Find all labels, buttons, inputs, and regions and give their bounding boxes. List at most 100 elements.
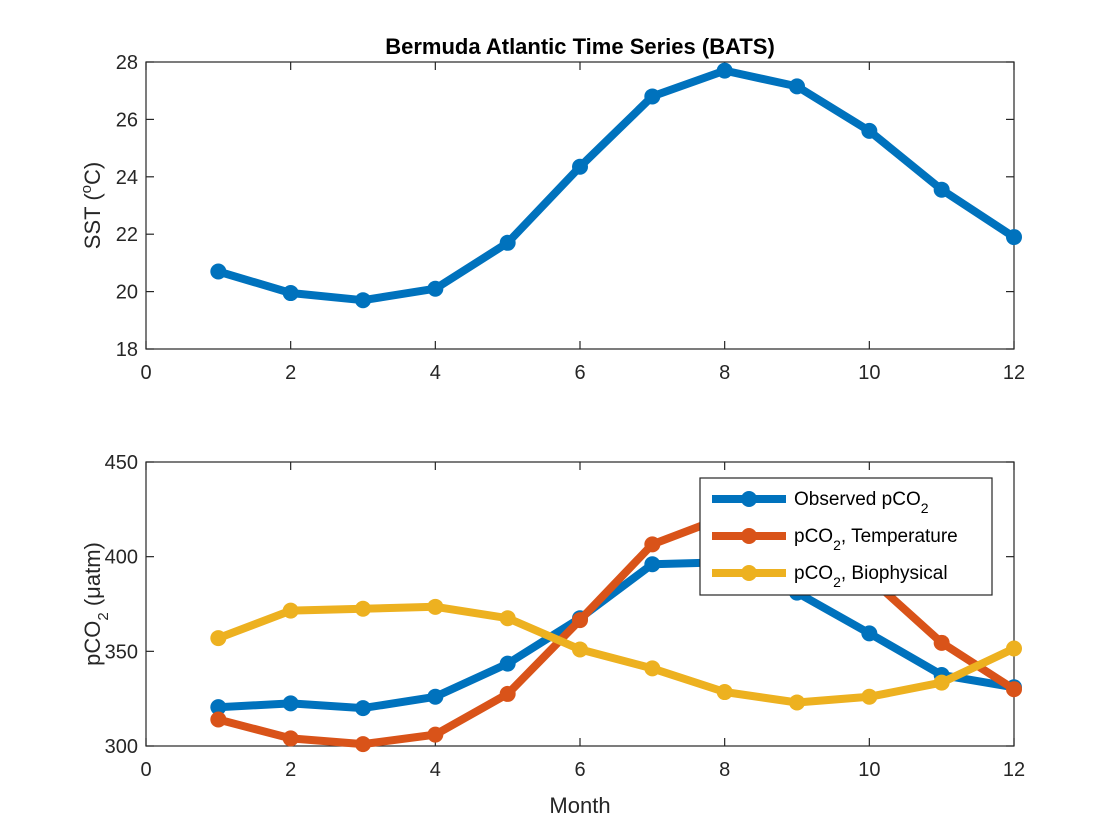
legend-swatch-marker	[741, 528, 757, 544]
y-axis-label: pCO2 (μatm)	[80, 542, 112, 666]
data-point	[499, 610, 516, 627]
y-tick-label: 400	[105, 547, 138, 569]
data-point	[716, 62, 733, 79]
data-point	[210, 630, 227, 647]
chart-title: Bermuda Atlantic Time Series (BATS)	[385, 34, 775, 59]
y-axis-label-tail: C)	[80, 162, 105, 185]
data-point	[861, 688, 878, 705]
x-tick-label: 0	[140, 362, 151, 384]
x-tick-label: 12	[1003, 362, 1025, 384]
x-tick-label: 0	[140, 759, 151, 781]
series-line-0	[214, 558, 1018, 713]
legend-label-base: Observed pCO	[794, 489, 921, 510]
x-tick-label: 10	[858, 759, 880, 781]
legend-swatch-marker	[741, 491, 757, 507]
data-point	[499, 685, 516, 702]
data-point	[572, 612, 588, 629]
series-group	[210, 62, 1022, 309]
data-point	[933, 181, 950, 198]
y-tick-label: 350	[105, 641, 138, 663]
x-tick-label: 4	[430, 362, 441, 384]
legend-label-base: pCO	[794, 526, 833, 547]
data-point	[355, 736, 371, 753]
x-tick-label: 2	[285, 759, 296, 781]
legend-entry: pCO2, Temperature	[712, 526, 958, 553]
y-tick-label: 20	[116, 282, 138, 304]
data-point	[355, 292, 371, 309]
data-point	[355, 700, 371, 717]
x-tick-label: 8	[719, 362, 730, 384]
data-point	[282, 602, 299, 619]
plot-area	[145, 61, 1015, 350]
x-tick-label: 6	[574, 362, 585, 384]
legend-label: pCO2, Temperature	[794, 526, 958, 553]
y-tick-label: 28	[116, 52, 138, 74]
legend-label-tail: , Temperature	[841, 526, 958, 547]
data-point	[789, 78, 805, 95]
data-point	[933, 674, 950, 691]
data-point	[644, 88, 661, 105]
data-point	[210, 699, 227, 716]
data-point	[1006, 229, 1022, 246]
legend-swatch-marker	[741, 565, 757, 581]
data-point	[210, 263, 227, 280]
data-point	[282, 285, 299, 302]
data-point	[427, 688, 444, 705]
y-tick-label: 22	[116, 224, 138, 246]
legend-label-sub: 2	[833, 537, 841, 553]
data-point	[1006, 681, 1022, 698]
data-point	[282, 730, 299, 747]
x-tick-label: 6	[574, 759, 585, 781]
data-point	[861, 122, 878, 139]
x-tick-label: 12	[1003, 759, 1025, 781]
legend-entry: Observed pCO2	[712, 489, 929, 516]
data-point	[644, 536, 661, 553]
data-point	[427, 598, 444, 615]
legend-entry: pCO2, Biophysical	[712, 563, 948, 590]
data-point	[933, 634, 950, 651]
y-axis-label-text: SST (	[80, 193, 105, 250]
data-point	[644, 556, 661, 573]
data-point	[644, 660, 661, 677]
x-axis-label: Month	[549, 793, 610, 818]
data-point	[282, 695, 299, 712]
y-axis-label-text: pCO	[80, 621, 105, 666]
legend-label-sub: 2	[921, 500, 929, 516]
series-line-0	[214, 66, 1018, 305]
y-tick-label: 450	[105, 452, 138, 474]
data-point	[716, 684, 733, 701]
data-point	[1006, 640, 1022, 657]
data-point	[427, 726, 444, 743]
x-tick-label: 10	[858, 362, 880, 384]
y-tick-label: 24	[116, 167, 138, 189]
x-tick-label: 2	[285, 362, 296, 384]
x-tick-label: 8	[719, 759, 730, 781]
data-point	[861, 625, 878, 642]
legend-label-base: pCO	[794, 563, 833, 584]
legend-label: Observed pCO2	[794, 489, 929, 516]
y-tick-label: 300	[105, 736, 138, 758]
data-point	[499, 234, 516, 251]
data-point	[789, 694, 805, 711]
x-tick-label: 4	[430, 759, 441, 781]
y-axis-label-sup: o	[78, 185, 95, 193]
legend-label-tail: , Biophysical	[841, 563, 948, 584]
data-point	[210, 711, 227, 728]
y-axis-label-tail: (μatm)	[80, 542, 105, 612]
y-axis-label-sub: 2	[95, 612, 112, 620]
data-point	[427, 280, 444, 297]
data-point	[499, 655, 516, 672]
data-point	[572, 641, 588, 658]
series-line-2	[214, 602, 1018, 707]
data-point	[355, 600, 371, 617]
legend-label: pCO2, Biophysical	[794, 563, 948, 590]
legend-label-sub: 2	[833, 574, 841, 590]
y-tick-label: 26	[116, 109, 138, 131]
data-point	[572, 158, 588, 175]
y-tick-label: 18	[116, 339, 138, 361]
y-axis-label: SST (oC)	[78, 162, 105, 249]
